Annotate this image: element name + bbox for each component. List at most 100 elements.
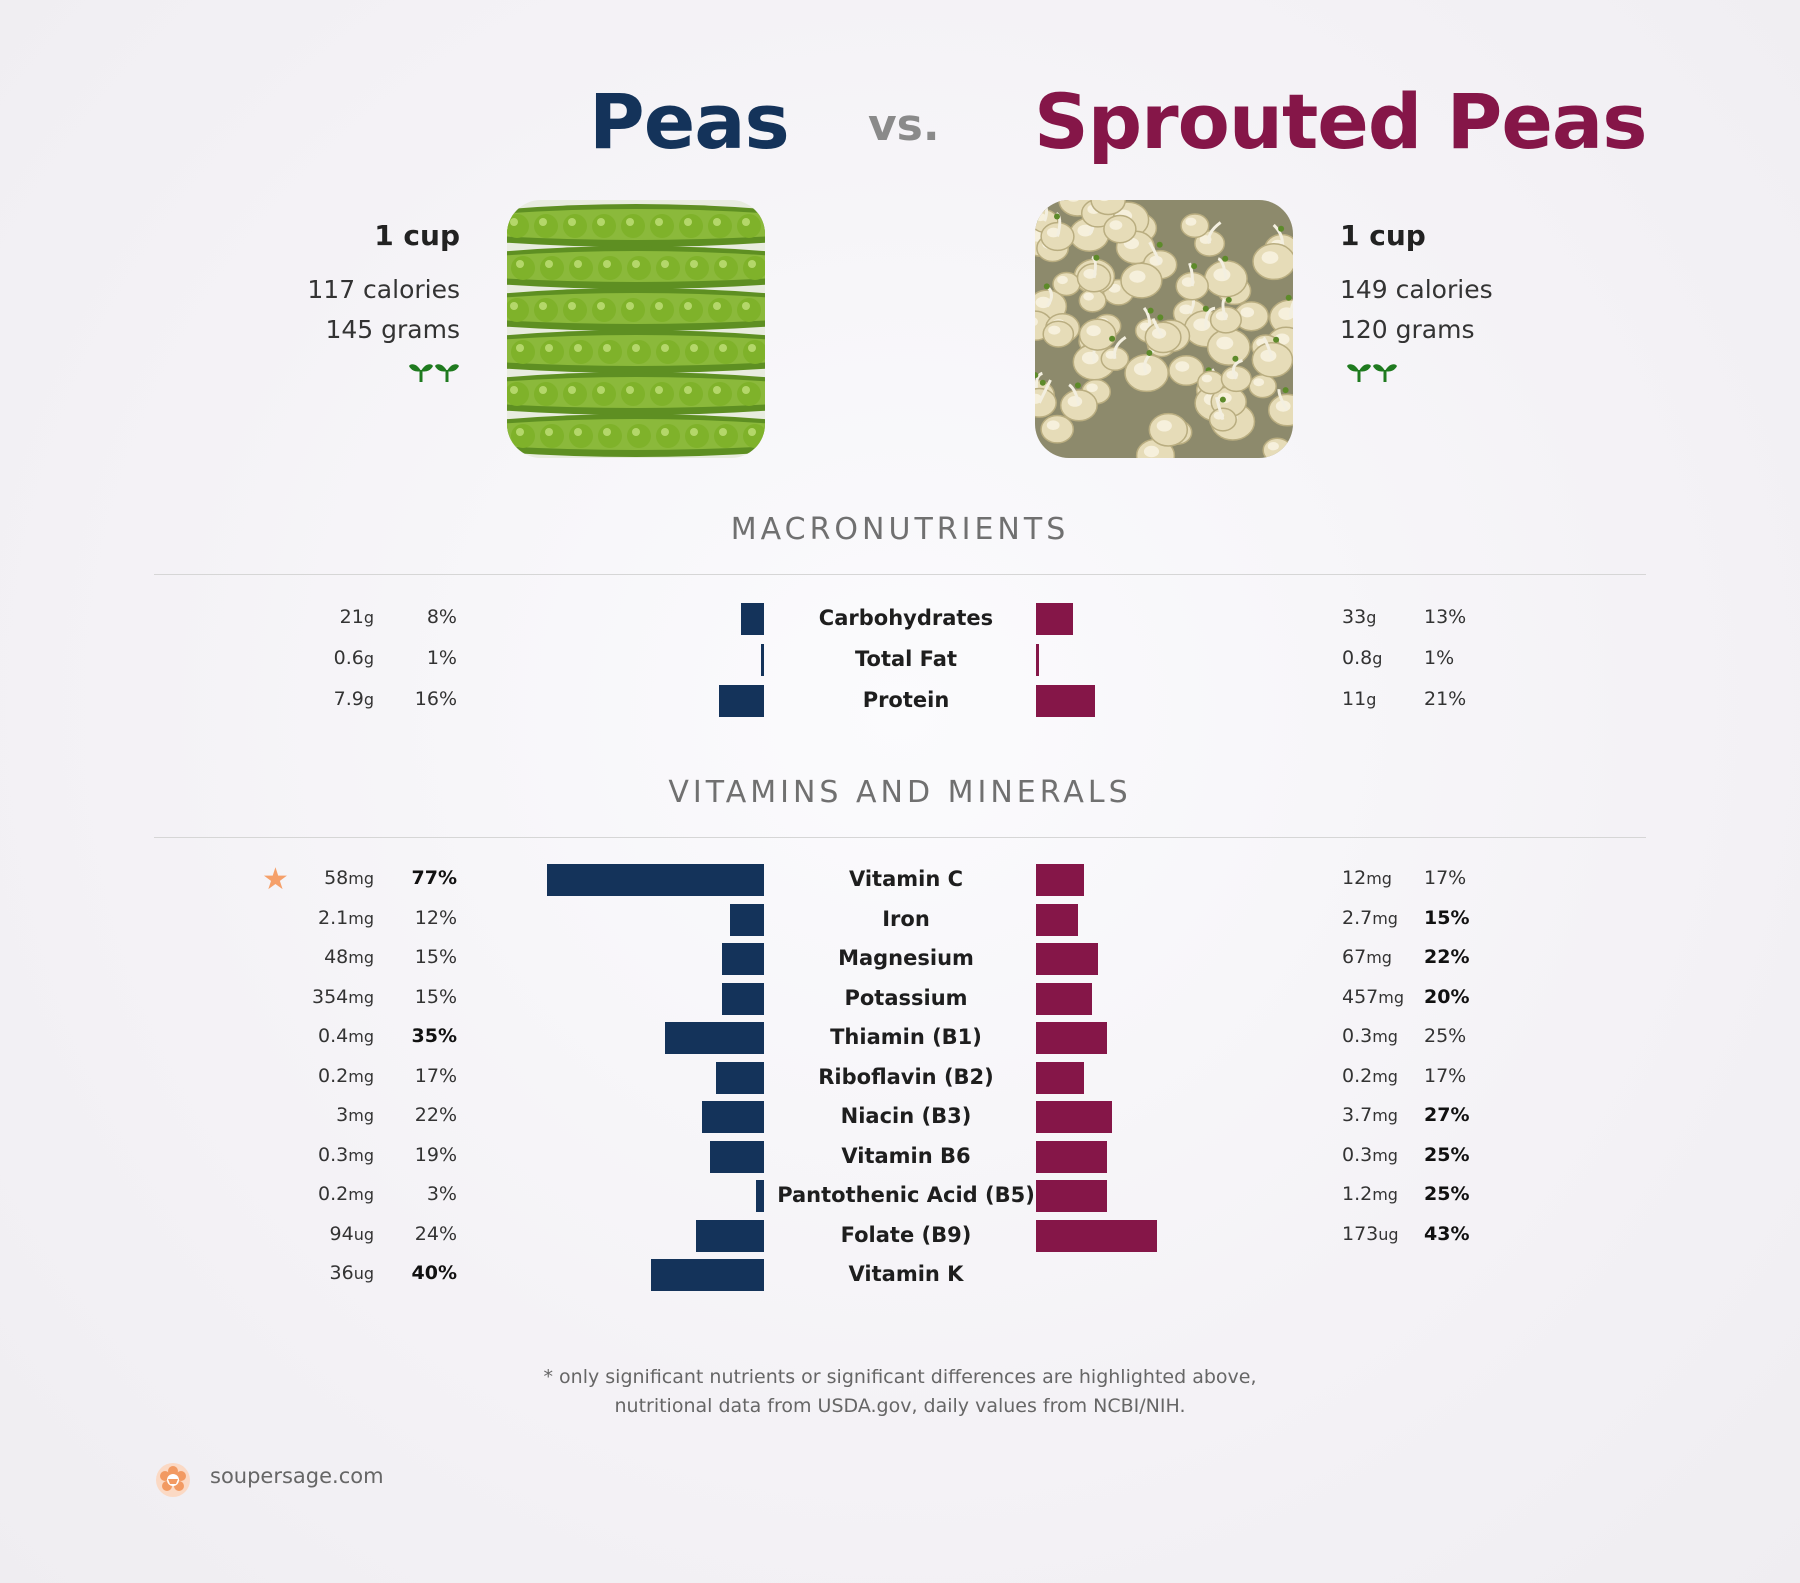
left-bar	[721, 982, 764, 1015]
right-bar	[1036, 644, 1039, 676]
left-amount: 3mg	[254, 1104, 374, 1126]
left-percent: 19%	[414, 1143, 457, 1166]
left-bar	[730, 903, 764, 936]
brand-text: soupersage.com	[210, 1464, 384, 1488]
amount-value: 94	[329, 1222, 354, 1245]
footnote-line-2: nutritional data from USDA.gov, daily va…	[614, 1395, 1186, 1417]
left-percent: 12%	[414, 906, 457, 929]
amount-value: 0.3	[318, 1143, 349, 1166]
left-amount: 58mg	[254, 867, 374, 889]
right-percent: 1%	[1424, 647, 1455, 669]
right-amount: 457mg	[1342, 986, 1404, 1008]
amount-unit: g	[363, 649, 374, 668]
amount-unit: mg	[1372, 1027, 1398, 1046]
right-amount: 33g	[1342, 606, 1376, 628]
left-amount: 0.2mg	[254, 1183, 374, 1205]
left-bar	[718, 685, 764, 717]
left-bar	[701, 1101, 764, 1133]
right-bar	[1036, 603, 1073, 635]
right-percent: 25%	[1424, 1143, 1470, 1166]
amount-value: 0.3	[1342, 1025, 1373, 1047]
nutrient-label: Total Fat	[854, 647, 957, 671]
amount-unit: g	[363, 608, 374, 627]
right-bar	[1036, 1061, 1084, 1094]
left-bar	[546, 864, 764, 896]
star-icon: ★	[262, 862, 289, 897]
left-amount: 2.1mg	[254, 907, 374, 929]
sprout-icon	[1346, 358, 1398, 388]
left-amount: 0.6g	[254, 647, 374, 669]
right-percent: 20%	[1424, 985, 1470, 1008]
vs-label: vs.	[868, 100, 940, 151]
right-amount: 11g	[1342, 688, 1376, 710]
right-bar	[1036, 1180, 1107, 1212]
left-percent: 8%	[426, 606, 457, 628]
amount-value: 58	[324, 867, 349, 889]
left-percent: 22%	[414, 1104, 457, 1126]
right-amount: 12mg	[1342, 867, 1392, 889]
left-bar	[761, 644, 764, 676]
amount-unit: mg	[1372, 1106, 1398, 1125]
left-calories: 117 calories	[307, 275, 460, 304]
right-bar	[1036, 903, 1079, 936]
amount-value: 0.4	[318, 1025, 349, 1047]
left-percent: 77%	[411, 867, 457, 889]
left-amount: 48mg	[254, 946, 374, 968]
amount-unit: ug	[353, 1224, 374, 1244]
right-amount: 1.2mg	[1342, 1183, 1398, 1205]
amount-value: 173	[1342, 1222, 1379, 1245]
amount-unit: mg	[348, 869, 374, 888]
left-grams: 145 grams	[325, 315, 460, 344]
right-amount: 173ug	[1342, 1223, 1399, 1245]
right-percent: 27%	[1424, 1104, 1470, 1126]
nutrient-label: Vitamin C	[848, 867, 964, 891]
amount-unit: mg	[1366, 948, 1392, 967]
amount-value: 21	[339, 606, 364, 628]
amount-unit: mg	[1366, 869, 1392, 888]
amount-unit: mg	[1372, 908, 1398, 928]
amount-unit: mg	[348, 1185, 374, 1204]
left-bar	[651, 1259, 764, 1291]
right-bar	[1036, 982, 1093, 1015]
amount-value: 48	[324, 946, 349, 968]
nutrient-label: Iron	[882, 906, 930, 931]
sprouted-peas-photo	[1035, 200, 1293, 458]
amount-unit: g	[1366, 608, 1377, 627]
right-serving: 1 cup	[1340, 219, 1426, 252]
right-calories: 149 calories	[1340, 275, 1493, 304]
amount-value: 36	[329, 1262, 354, 1284]
amount-value: 0.8	[1342, 647, 1373, 669]
amount-value: 2.1	[318, 906, 349, 929]
amount-value: 2.7	[1342, 906, 1373, 929]
amount-unit: mg	[1372, 1185, 1398, 1204]
amount-unit: mg	[348, 1066, 374, 1086]
sprout-icon	[408, 358, 460, 388]
right-percent: 15%	[1424, 906, 1470, 929]
right-percent: 17%	[1424, 1064, 1467, 1087]
nutrient-label: Niacin (B3)	[840, 1104, 972, 1128]
right-percent: 25%	[1424, 1183, 1470, 1205]
left-percent: 17%	[414, 1064, 457, 1087]
right-bar	[1036, 1219, 1158, 1252]
amount-value: 457	[1342, 985, 1379, 1008]
amount-value: 1.2	[1342, 1183, 1373, 1205]
footnote: * only significant nutrients or signific…	[0, 1363, 1800, 1421]
nutrient-label: Potassium	[844, 985, 968, 1010]
amount-unit: mg	[1378, 987, 1405, 1007]
macronutrients-title: MACRONUTRIENTS	[730, 512, 1070, 547]
amount-unit: g	[363, 690, 374, 709]
amount-unit: mg	[1372, 1066, 1398, 1086]
peas-photo	[507, 200, 765, 458]
left-bar	[696, 1219, 764, 1252]
amount-unit: g	[1366, 690, 1377, 709]
nutrient-label: Riboflavin (B2)	[818, 1064, 994, 1089]
divider	[154, 574, 1646, 575]
left-amount: 94ug	[254, 1223, 374, 1245]
left-amount: 21g	[254, 606, 374, 628]
right-percent: 22%	[1424, 946, 1470, 968]
left-food-title: Peas	[589, 77, 790, 166]
amount-unit: ug	[1378, 1224, 1399, 1244]
amount-value: 7.9	[333, 688, 364, 710]
left-percent: 35%	[411, 1025, 457, 1047]
left-amount: 0.2mg	[254, 1065, 374, 1087]
